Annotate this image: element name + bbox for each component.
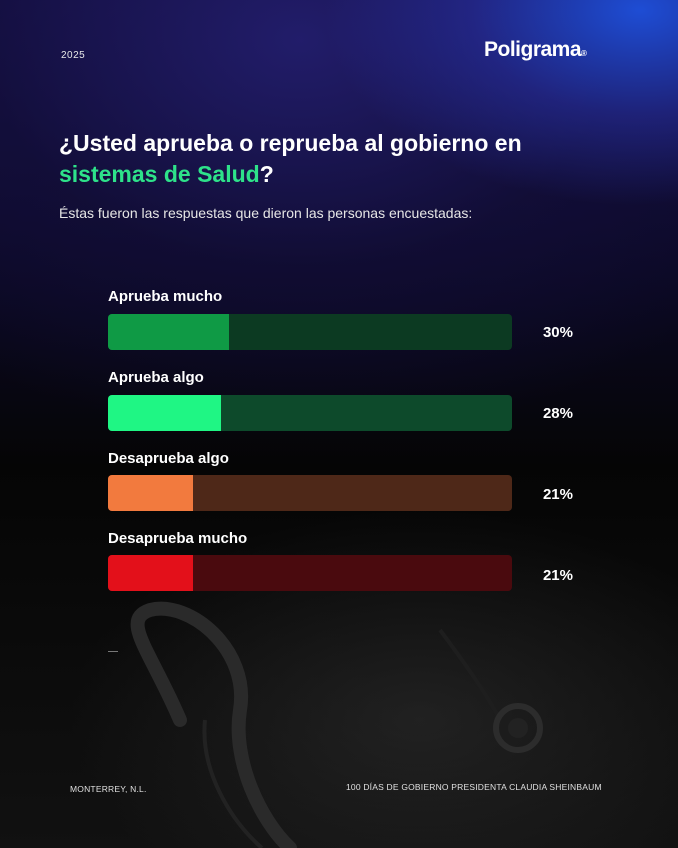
bar-label-aprueba-mucho: Aprueba mucho bbox=[108, 288, 223, 305]
page-title: ¿Usted aprueba o reprueba al gobierno en… bbox=[59, 128, 639, 190]
bar-label-aprueba-algo: Aprueba algo bbox=[108, 369, 204, 386]
bar-value-desaprueba-algo: 21% bbox=[542, 486, 573, 503]
bar-fill-desaprueba-mucho bbox=[108, 555, 193, 591]
bar-fill-desaprueba-algo bbox=[108, 475, 193, 511]
brand-mark: ® bbox=[581, 49, 587, 58]
bar-value-aprueba-mucho: 30% bbox=[542, 324, 573, 341]
bar-track-aprueba-mucho bbox=[108, 314, 512, 350]
bar-value-desaprueba-mucho: 21% bbox=[542, 567, 573, 584]
footer-location: MONTERREY, N.L. bbox=[70, 784, 147, 794]
stethoscope-background-image bbox=[130, 601, 543, 848]
divider bbox=[108, 651, 118, 652]
bar-fill-aprueba-mucho bbox=[108, 314, 230, 350]
bar-track-desaprueba-mucho bbox=[108, 555, 512, 591]
bar-fill-aprueba-algo bbox=[108, 395, 222, 431]
title-highlight: sistemas de Salud bbox=[59, 161, 260, 187]
year-label: 2025 bbox=[61, 50, 86, 61]
bar-value-aprueba-algo: 28% bbox=[542, 405, 573, 422]
footer-caption: 100 DÍAS DE GOBIERNO PRESIDENTA CLAUDIA … bbox=[346, 782, 602, 792]
page-subtitle: Éstas fueron las respuestas que dieron l… bbox=[59, 205, 473, 221]
brand-logo: Poligrama® bbox=[484, 38, 587, 62]
brand-name: Poligrama bbox=[484, 38, 582, 61]
bar-label-desaprueba-algo: Desaprueba algo bbox=[108, 450, 229, 467]
bar-label-desaprueba-mucho: Desaprueba mucho bbox=[108, 530, 248, 547]
title-part1: ¿Usted aprueba o reprueba al gobierno en bbox=[59, 130, 522, 156]
title-end: ? bbox=[259, 161, 274, 187]
bar-track-desaprueba-algo bbox=[108, 475, 512, 511]
bar-track-aprueba-algo bbox=[108, 395, 512, 431]
